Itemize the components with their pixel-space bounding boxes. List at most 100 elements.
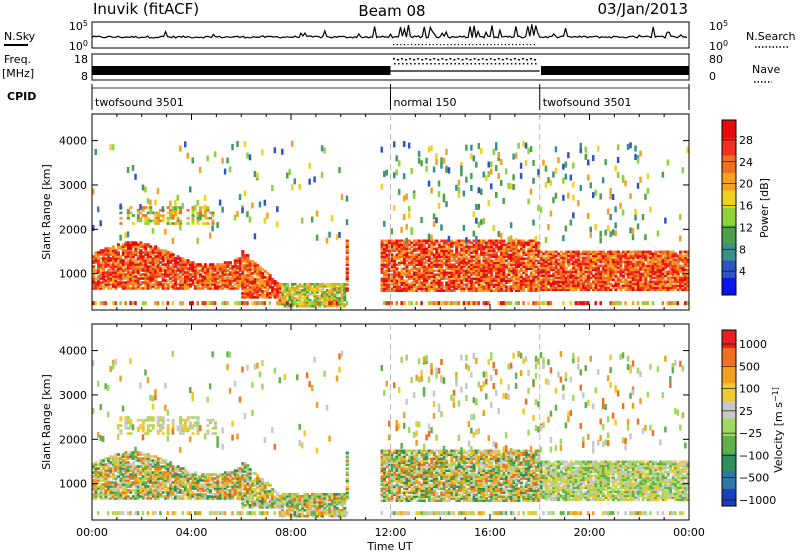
scatter-cell	[184, 279, 188, 282]
scatter-cell	[305, 294, 310, 298]
scatter-cell	[236, 285, 240, 288]
scatter-cell	[213, 281, 217, 284]
scatter-cell	[626, 266, 630, 270]
scatter-cell	[114, 257, 118, 260]
scatter-cell	[684, 286, 688, 290]
scatter-cell	[656, 264, 660, 268]
scatter-cell	[470, 267, 474, 271]
scatter-cell	[641, 278, 645, 282]
scatter-cell	[504, 251, 509, 255]
nave-dot	[486, 63, 489, 65]
scatter-cell	[156, 211, 160, 215]
scatter-cell	[395, 245, 399, 249]
scatter-cell	[529, 243, 533, 247]
scatter-cell	[437, 301, 441, 306]
scatter-cell	[601, 268, 606, 272]
scatter-cell	[191, 219, 195, 223]
scatter-cell	[385, 263, 389, 267]
scatter-cell	[109, 249, 113, 252]
scatter-cell	[509, 285, 513, 288]
scatter-cell	[343, 284, 347, 288]
scatter-cell	[437, 251, 441, 255]
scatter-cell	[211, 214, 215, 217]
scatter-cell	[121, 497, 125, 500]
scatter-cell	[504, 285, 509, 288]
scatter-cell	[288, 290, 292, 294]
scatter-cell	[136, 285, 140, 288]
scatter-cell	[611, 270, 615, 274]
scatter-cell	[534, 247, 538, 251]
scatter-cell	[246, 211, 249, 218]
scatter-cell	[345, 275, 349, 279]
scatter-cell	[208, 263, 212, 266]
scatter-cell	[514, 273, 518, 277]
scatter-cell	[564, 284, 568, 288]
scatter-cell	[251, 272, 255, 275]
scatter-cell	[104, 383, 107, 390]
scatter-cell	[400, 277, 404, 281]
scatter-cell	[606, 264, 610, 268]
scatter-cell	[134, 277, 138, 280]
scatter-cell	[328, 288, 332, 292]
scatter-cell	[293, 302, 297, 306]
scatter-cell	[106, 487, 111, 490]
scatter-cell	[644, 284, 648, 288]
scatter-cell	[512, 249, 516, 253]
scatter-cell	[624, 180, 627, 187]
scatter-cell	[129, 261, 133, 264]
scatter-cell	[99, 491, 103, 494]
scatter-cell	[492, 224, 495, 231]
scatter-cell	[499, 269, 504, 273]
scatter-cell	[477, 261, 481, 265]
scatter-cell	[417, 277, 421, 281]
scatter-cell	[544, 250, 548, 254]
scatter-cell	[181, 267, 185, 270]
scatter-cell	[114, 265, 118, 268]
scatter-cell	[542, 282, 546, 286]
scatter-cell	[246, 301, 249, 306]
scatter-cell	[402, 271, 407, 275]
scatter-cell	[499, 243, 504, 247]
scatter-cell	[502, 263, 506, 267]
scatter-cell	[614, 268, 618, 272]
scatter-cell	[134, 275, 138, 278]
scatter-cell	[684, 280, 688, 284]
scatter-cell	[151, 219, 155, 223]
scatter-cell	[131, 285, 135, 288]
scatter-cell	[634, 250, 638, 254]
scatter-cell	[490, 283, 494, 286]
scatter-cell	[226, 283, 230, 286]
scatter-cell	[392, 243, 397, 247]
scatter-cell	[522, 249, 526, 253]
scatter-cell	[198, 283, 203, 286]
scatter-cell	[345, 241, 349, 245]
scatter-cell	[579, 280, 583, 284]
scatter-cell	[325, 284, 329, 288]
scatter-cell	[494, 165, 498, 172]
scatter-cell	[288, 168, 291, 175]
scatter-cell	[629, 227, 632, 234]
scatter-cell	[392, 281, 397, 284]
scatter-cell	[161, 219, 165, 223]
scatter-cell	[149, 275, 153, 278]
scatter-cell	[485, 277, 489, 281]
scatter-cell	[405, 223, 408, 230]
scatter-cell	[494, 255, 499, 259]
scatter-cell	[101, 263, 106, 266]
scatter-cell	[184, 281, 188, 284]
scatter-cell	[101, 467, 106, 470]
colorbar-tick-label: 4	[739, 265, 746, 278]
scatter-cell	[537, 271, 541, 275]
scatter-cell	[149, 208, 153, 212]
scatter-cell	[507, 253, 511, 257]
scatter-cell	[206, 279, 210, 282]
scatter-cell	[686, 252, 689, 256]
scatter-cell	[116, 285, 120, 288]
scatter-cell	[532, 281, 536, 284]
scatter-cell	[338, 282, 342, 286]
scatter-cell	[659, 256, 663, 260]
scatter-cell	[124, 241, 128, 244]
scatter-cell	[203, 273, 208, 276]
scatter-cell	[631, 250, 635, 254]
scatter-cell	[208, 271, 212, 274]
